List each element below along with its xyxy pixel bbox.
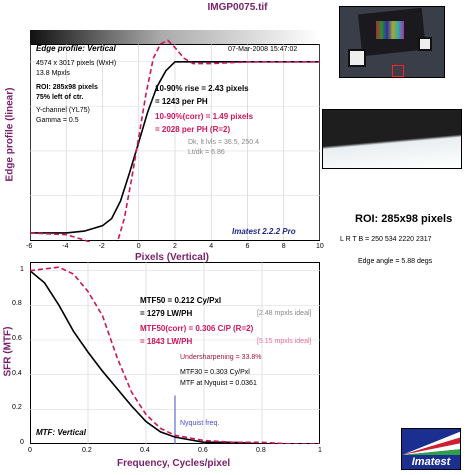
mtf-x-tick: 0.4 [140, 447, 150, 454]
edge-panel-title: Edge profile: Vertical [36, 44, 116, 53]
edge-x-tick: 8 [281, 243, 286, 250]
roi-side-coords: L R T B = 250 534 2220 2317 [340, 236, 432, 243]
mtf-y-tick: 0.6 [12, 335, 22, 342]
edge-gradient-strip [30, 30, 320, 44]
mtf50-line-2: = 1279 LW/PH [140, 309, 193, 318]
mtf-y-tick: 0.2 [12, 404, 22, 412]
roi-side-title: ROI: 285x98 pixels [355, 213, 453, 225]
mtf-corr-line [30, 266, 320, 444]
edge-x-tick: -4 [62, 243, 69, 250]
undersharpening: Undersharpening = 33.8% [180, 354, 262, 361]
mtf-x-tick: 0 [28, 447, 32, 454]
mtf-y-tick: 0.4 [12, 369, 22, 377]
edge-angle: Edge angle = 5.88 degs [358, 258, 433, 265]
mtf-y-tick: 1 [20, 265, 24, 273]
imatest-version: Imatest 2.2.2 Pro [232, 227, 296, 236]
imatest-logo: Imatest [401, 428, 461, 470]
edge-roi-1: 75% left of ctr. [36, 94, 84, 101]
mtf-chart [30, 262, 320, 444]
roi-crop [322, 109, 462, 169]
mtf30: MTF30 = 0.303 Cy/Pxl [180, 369, 250, 376]
edge-x-tick: -6 [26, 243, 33, 250]
edge-x-tick: 10 [316, 243, 324, 250]
edge-profile-line [30, 60, 320, 234]
edge-x-tick: 2 [173, 243, 177, 250]
image-title: IMGP0075.tif [207, 2, 268, 13]
edge-info-1: 13.8 Mpxls [36, 70, 70, 77]
edge-date: 07-Mar-2008 15:47:02 [228, 46, 298, 53]
edge-roi-0: ROI: 285x98 pixels [36, 84, 98, 91]
edge-info-0: 4574 x 3017 pixels (WxH) [36, 60, 117, 67]
edge-x-label: Pixels (Vertical) [135, 252, 209, 263]
mtf50corr-line-1: MTF50(corr) = 0.306 C/P (R=2) [140, 324, 254, 333]
mtf-x-tick: 0.2 [82, 447, 92, 454]
corr-line-1: 10-90%(corr) = 1.49 pixels [155, 112, 254, 121]
edge-x-tick: 6 [245, 243, 250, 250]
edge-x-tick: 4 [209, 243, 214, 250]
edge-y-label: Edge profile (linear) [4, 87, 16, 182]
rise-line-1: 10-90% rise = 2.43 pixels [155, 84, 249, 93]
nyquist-label: Nyquist freq. [180, 420, 220, 427]
mtf-x-tick: 0.8 [256, 447, 266, 454]
edge-x-tick: -2 [98, 243, 105, 250]
edge-profile-chart [30, 30, 320, 242]
lt-dk: Lt/dk = 6.86 [188, 149, 225, 156]
mtf-panel-title: MTF: Vertical [36, 428, 86, 437]
edge-channel-0: Y-channel (YL75) [36, 107, 90, 114]
mtf50-line-1: MTF50 = 0.212 Cy/Pxl [140, 296, 222, 305]
edge-profile-corr-line [30, 39, 320, 242]
mtf-y-tick: 0 [20, 439, 24, 446]
mtf-x-label: Frequency, Cycles/pixel [117, 458, 231, 469]
edge-channel-1: Gamma = 0.5 [36, 117, 79, 124]
mtf-y-tick: 0.8 [12, 300, 22, 308]
ideal-1: [2.48 mpxls ideal] [257, 310, 312, 317]
imatest-logo-text: Imatest [411, 456, 451, 468]
mtf50corr-line-2: = 1843 LW/PH [140, 337, 193, 346]
roi-image [339, 6, 445, 78]
ideal-2: [5.15 mpxls ideal] [257, 338, 312, 345]
mtf-x-tick: 1 [318, 447, 322, 454]
mtf-nyquist: MTF at Nyquist = 0.0361 [180, 380, 257, 387]
mtf-x-tick: 0.6 [198, 447, 208, 454]
corr-line-2: = 2028 per PH (R=2) [155, 125, 231, 134]
dk-levels: Dk, lt lvls = 36.5, 250.4 [188, 139, 260, 146]
mtf-line [30, 270, 320, 444]
edge-x-tick: 0 [136, 243, 141, 250]
rise-line-2: = 1243 per PH [155, 97, 208, 106]
